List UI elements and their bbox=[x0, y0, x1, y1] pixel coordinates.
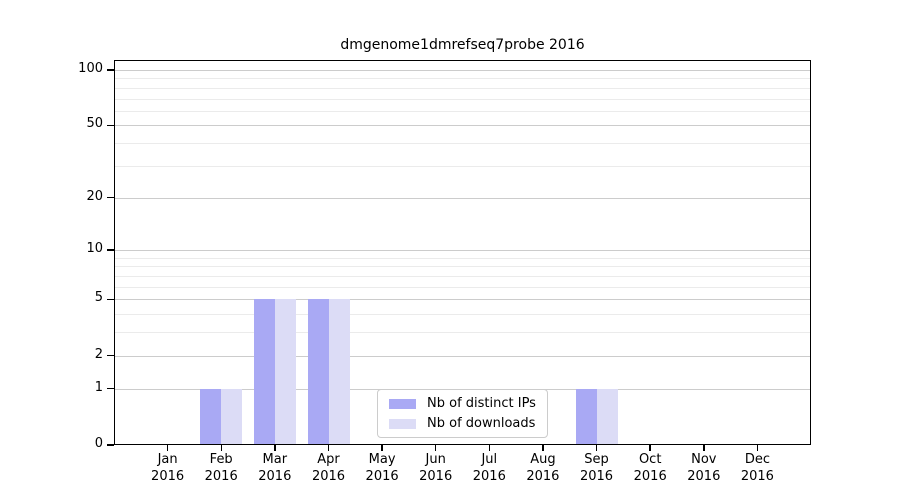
x-tick-mark bbox=[542, 445, 544, 451]
x-tick-mark bbox=[756, 445, 759, 451]
x-tick-mark bbox=[220, 445, 222, 451]
major-gridline bbox=[114, 69, 811, 71]
y-tick-label: 100 bbox=[78, 60, 103, 76]
x-tick-label: Jun 2016 bbox=[419, 452, 453, 484]
major-gridline bbox=[114, 125, 811, 127]
x-tick-label: Sep 2016 bbox=[579, 452, 614, 484]
legend-item-distinct-ips: Nb of distinct IPs bbox=[389, 396, 536, 411]
y-tick-label: 0 bbox=[94, 436, 103, 451]
bar-distinct-ips-feb bbox=[200, 388, 222, 445]
x-tick-label: Mar 2016 bbox=[258, 452, 292, 484]
bar-downloads-mar bbox=[274, 299, 296, 445]
bar-downloads-sep bbox=[596, 388, 618, 445]
y-tick-mark bbox=[107, 69, 114, 71]
x-tick-label: May 2016 bbox=[365, 452, 399, 484]
major-gridline bbox=[114, 299, 811, 301]
minor-gridline bbox=[114, 266, 811, 268]
bar-distinct-ips-apr bbox=[307, 299, 329, 445]
legend-label-downloads: Nb of downloads bbox=[427, 416, 536, 431]
y-tick-label: 10 bbox=[86, 241, 103, 257]
y-tick-label: 5 bbox=[94, 290, 103, 306]
legend-swatch-distinct-ips-icon bbox=[389, 398, 416, 409]
y-tick-mark bbox=[107, 249, 114, 251]
legend-item-downloads: Nb of downloads bbox=[389, 416, 536, 431]
minor-gridline bbox=[114, 98, 811, 100]
y-tick-mark bbox=[107, 444, 114, 446]
y-tick-mark bbox=[107, 124, 114, 127]
x-tick-label: Aug 2016 bbox=[526, 452, 560, 484]
legend: Nb of distinct IPs Nb of downloads bbox=[377, 389, 548, 438]
x-tick-mark bbox=[274, 445, 276, 451]
x-tick-mark bbox=[327, 445, 330, 451]
y-tick-label: 20 bbox=[86, 188, 103, 204]
bar-distinct-ips-mar bbox=[253, 299, 275, 445]
minor-gridline bbox=[114, 87, 811, 89]
minor-gridline bbox=[114, 276, 811, 277]
major-gridline bbox=[114, 197, 811, 199]
legend-swatch-downloads-icon bbox=[389, 418, 416, 429]
x-tick-mark bbox=[381, 445, 383, 451]
x-tick-label: Jan 2016 bbox=[151, 452, 185, 484]
y-tick-mark bbox=[107, 354, 114, 357]
y-tick-mark bbox=[107, 387, 114, 390]
x-tick-mark bbox=[595, 445, 598, 451]
x-tick-mark bbox=[703, 445, 705, 451]
y-tick-label: 50 bbox=[86, 116, 103, 132]
x-tick-mark bbox=[434, 445, 437, 451]
minor-gridline bbox=[114, 257, 811, 259]
x-tick-mark bbox=[488, 445, 491, 451]
y-tick-label: 2 bbox=[94, 346, 103, 362]
x-tick-label: Feb 2016 bbox=[204, 452, 238, 484]
y-tick-mark bbox=[107, 196, 114, 199]
major-gridline bbox=[114, 355, 811, 357]
x-tick-label: Jul 2016 bbox=[472, 452, 506, 484]
minor-gridline bbox=[114, 143, 811, 145]
major-gridline bbox=[114, 250, 811, 252]
bar-distinct-ips-sep bbox=[575, 388, 597, 445]
minor-gridline bbox=[114, 286, 811, 288]
x-tick-mark bbox=[649, 445, 651, 451]
minor-gridline bbox=[114, 110, 811, 112]
x-tick-label: Nov 2016 bbox=[687, 452, 721, 484]
x-tick-label: Oct 2016 bbox=[633, 452, 667, 484]
minor-gridline bbox=[114, 332, 811, 334]
y-tick-mark bbox=[107, 298, 114, 301]
legend-label-distinct-ips: Nb of distinct IPs bbox=[427, 396, 536, 411]
minor-gridline bbox=[114, 78, 811, 80]
x-tick-label: Dec 2016 bbox=[740, 452, 774, 484]
x-tick-mark bbox=[166, 445, 169, 451]
minor-gridline bbox=[114, 165, 811, 167]
minor-gridline bbox=[114, 314, 811, 316]
chart-title: dmgenome1dmrefseq7probe 2016 bbox=[340, 37, 585, 53]
bar-downloads-feb bbox=[221, 388, 243, 445]
y-tick-label: 1 bbox=[94, 379, 103, 395]
bar-downloads-apr bbox=[328, 299, 350, 445]
x-tick-label: Apr 2016 bbox=[311, 452, 346, 484]
plot-area bbox=[114, 60, 811, 445]
